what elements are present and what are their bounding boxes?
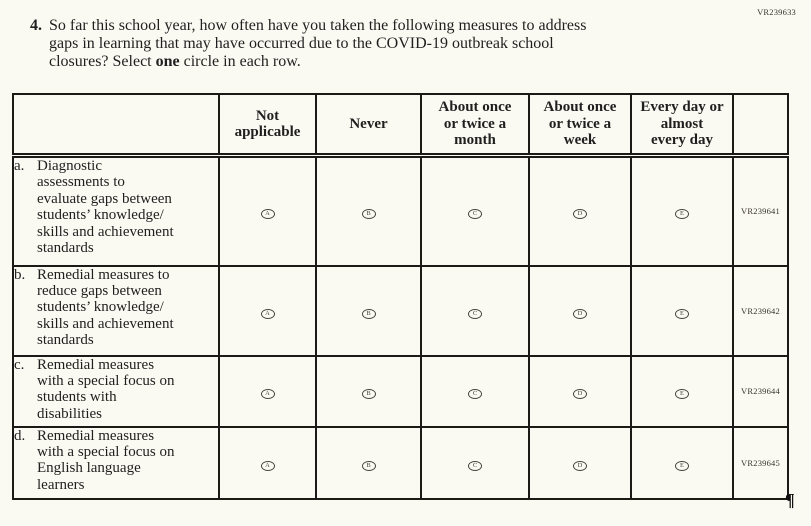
- answer-bubble[interactable]: B: [361, 209, 376, 220]
- answer-bubble[interactable]: D: [573, 460, 587, 471]
- question-number: 4.: [30, 17, 42, 34]
- option-cell: C: [420, 264, 530, 357]
- row-letter: b.: [14, 266, 26, 283]
- answer-bubble[interactable]: B: [361, 460, 376, 471]
- col-header-once-twice-week: About once or twice a week: [528, 93, 632, 158]
- answer-bubble[interactable]: E: [675, 389, 689, 399]
- option-cell: B: [315, 264, 422, 357]
- table-row-d: d. Remedial measures with a special focus…: [12, 425, 789, 500]
- question-text: So far this school year, how often have …: [49, 17, 586, 72]
- option-cell: E: [630, 154, 734, 267]
- col-header-once-twice-month: About once or twice a month: [420, 93, 530, 158]
- answer-bubble[interactable]: B: [361, 389, 376, 399]
- col-header-never: Never: [315, 93, 422, 158]
- option-cell: C: [420, 425, 530, 500]
- question-line-3-post: circle in each row.: [179, 53, 301, 71]
- form-code-top: VR239633: [757, 7, 796, 17]
- option-cell: A: [218, 354, 317, 428]
- question-line-1: So far this school year, how often have …: [49, 17, 587, 34]
- row-code: VR239645: [732, 425, 789, 500]
- row-letter: c.: [14, 356, 25, 373]
- option-cell: A: [218, 154, 317, 267]
- option-cell: A: [218, 264, 317, 357]
- row-label: Remedial measures with a special focus o…: [37, 427, 175, 493]
- option-cell: C: [420, 354, 530, 428]
- row-label-cell: a. Diagnostic assessments to evaluate gap…: [12, 154, 220, 267]
- option-cell: A: [218, 425, 317, 500]
- answer-bubble[interactable]: D: [573, 308, 587, 319]
- question-line-2: gaps in learning that may have occurred …: [49, 35, 554, 53]
- row-label: Remedial measures with a special focus o…: [37, 356, 175, 422]
- table-row-a: a. Diagnostic assessments to evaluate gap…: [12, 154, 789, 267]
- answer-bubble[interactable]: A: [260, 209, 275, 220]
- option-cell: E: [630, 354, 734, 428]
- row-letter: d.: [14, 427, 26, 444]
- option-cell: B: [315, 425, 422, 500]
- option-cell: D: [528, 354, 632, 428]
- option-cell: E: [630, 425, 734, 500]
- pilcrow-mark: ¶: [785, 490, 795, 510]
- answer-bubble[interactable]: D: [573, 209, 587, 220]
- answer-bubble[interactable]: A: [260, 308, 275, 319]
- table-row-b: b. Remedial measures to reduce gaps betwe…: [12, 264, 789, 357]
- answer-bubble[interactable]: C: [468, 209, 482, 220]
- row-label-cell: c. Remedial measures with a special focus…: [12, 354, 220, 428]
- answer-bubble[interactable]: E: [675, 460, 689, 471]
- row-label: Remedial measures to reduce gaps between…: [37, 266, 174, 349]
- answer-bubble[interactable]: B: [361, 308, 376, 319]
- col-header-every-day: Every day or almost every day: [630, 93, 734, 158]
- row-code: VR239644: [732, 354, 789, 428]
- answer-bubble[interactable]: D: [573, 389, 587, 399]
- answer-bubble[interactable]: E: [675, 308, 689, 319]
- col-header-not-applicable: Not applicable: [218, 93, 317, 158]
- row-label-cell: b. Remedial measures to reduce gaps betwe…: [12, 264, 220, 357]
- row-label: Diagnostic assessments to evaluate gaps …: [37, 158, 174, 257]
- option-cell: B: [315, 154, 422, 267]
- option-cell: C: [420, 154, 530, 267]
- answer-bubble[interactable]: E: [675, 209, 689, 220]
- col-header-empty: [12, 93, 220, 158]
- question-line-3-pre: closures? Select: [49, 53, 156, 71]
- question-block: 4. So far this school year, how often ha…: [30, 17, 720, 72]
- row-code: VR239641: [732, 154, 789, 267]
- question-line-3-bold: one: [155, 53, 180, 71]
- row-code: VR239642: [732, 264, 789, 357]
- option-cell: D: [528, 264, 632, 357]
- answer-bubble[interactable]: C: [468, 308, 482, 319]
- response-grid: Not applicable Never About once or twice…: [12, 93, 789, 500]
- option-cell: B: [315, 354, 422, 428]
- answer-bubble[interactable]: C: [468, 389, 482, 399]
- option-cell: E: [630, 264, 734, 357]
- answer-bubble[interactable]: A: [260, 389, 275, 399]
- answer-bubble[interactable]: C: [468, 460, 482, 471]
- option-cell: D: [528, 425, 632, 500]
- header-row: Not applicable Never About once or twice…: [12, 93, 789, 158]
- answer-bubble[interactable]: A: [260, 460, 275, 471]
- row-letter: a.: [14, 158, 25, 174]
- col-header-code-empty: [732, 93, 789, 158]
- row-label-cell: d. Remedial measures with a special focus…: [12, 425, 220, 500]
- table-row-c: c. Remedial measures with a special focus…: [12, 354, 789, 428]
- option-cell: D: [528, 154, 632, 267]
